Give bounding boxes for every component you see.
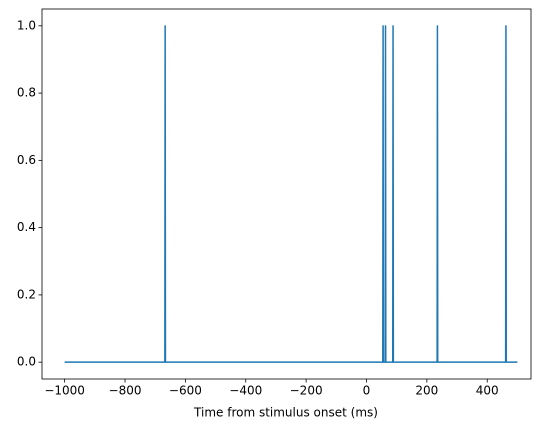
x-tick-label: −1000	[44, 384, 85, 398]
x-tick-label: −800	[109, 384, 142, 398]
y-tick-label: 0.2	[17, 287, 36, 301]
x-tick-label: 400	[476, 384, 499, 398]
y-tick-label: 1.0	[17, 18, 36, 32]
plot-frame	[41, 8, 532, 380]
x-tick-label: −400	[229, 384, 262, 398]
x-tick-label: 200	[415, 384, 438, 398]
x-axis-label: Time from stimulus onset (ms)	[193, 406, 378, 420]
y-tick-label: 0.4	[17, 220, 36, 234]
x-tick-label: 0	[363, 384, 371, 398]
y-tick-label: 0.8	[17, 86, 36, 100]
x-tick-label: −200	[290, 384, 323, 398]
y-tick-label: 0.0	[17, 355, 36, 369]
x-tick-label: −600	[169, 384, 202, 398]
line	[64, 25, 518, 363]
y-tick-label: 0.6	[17, 153, 36, 167]
